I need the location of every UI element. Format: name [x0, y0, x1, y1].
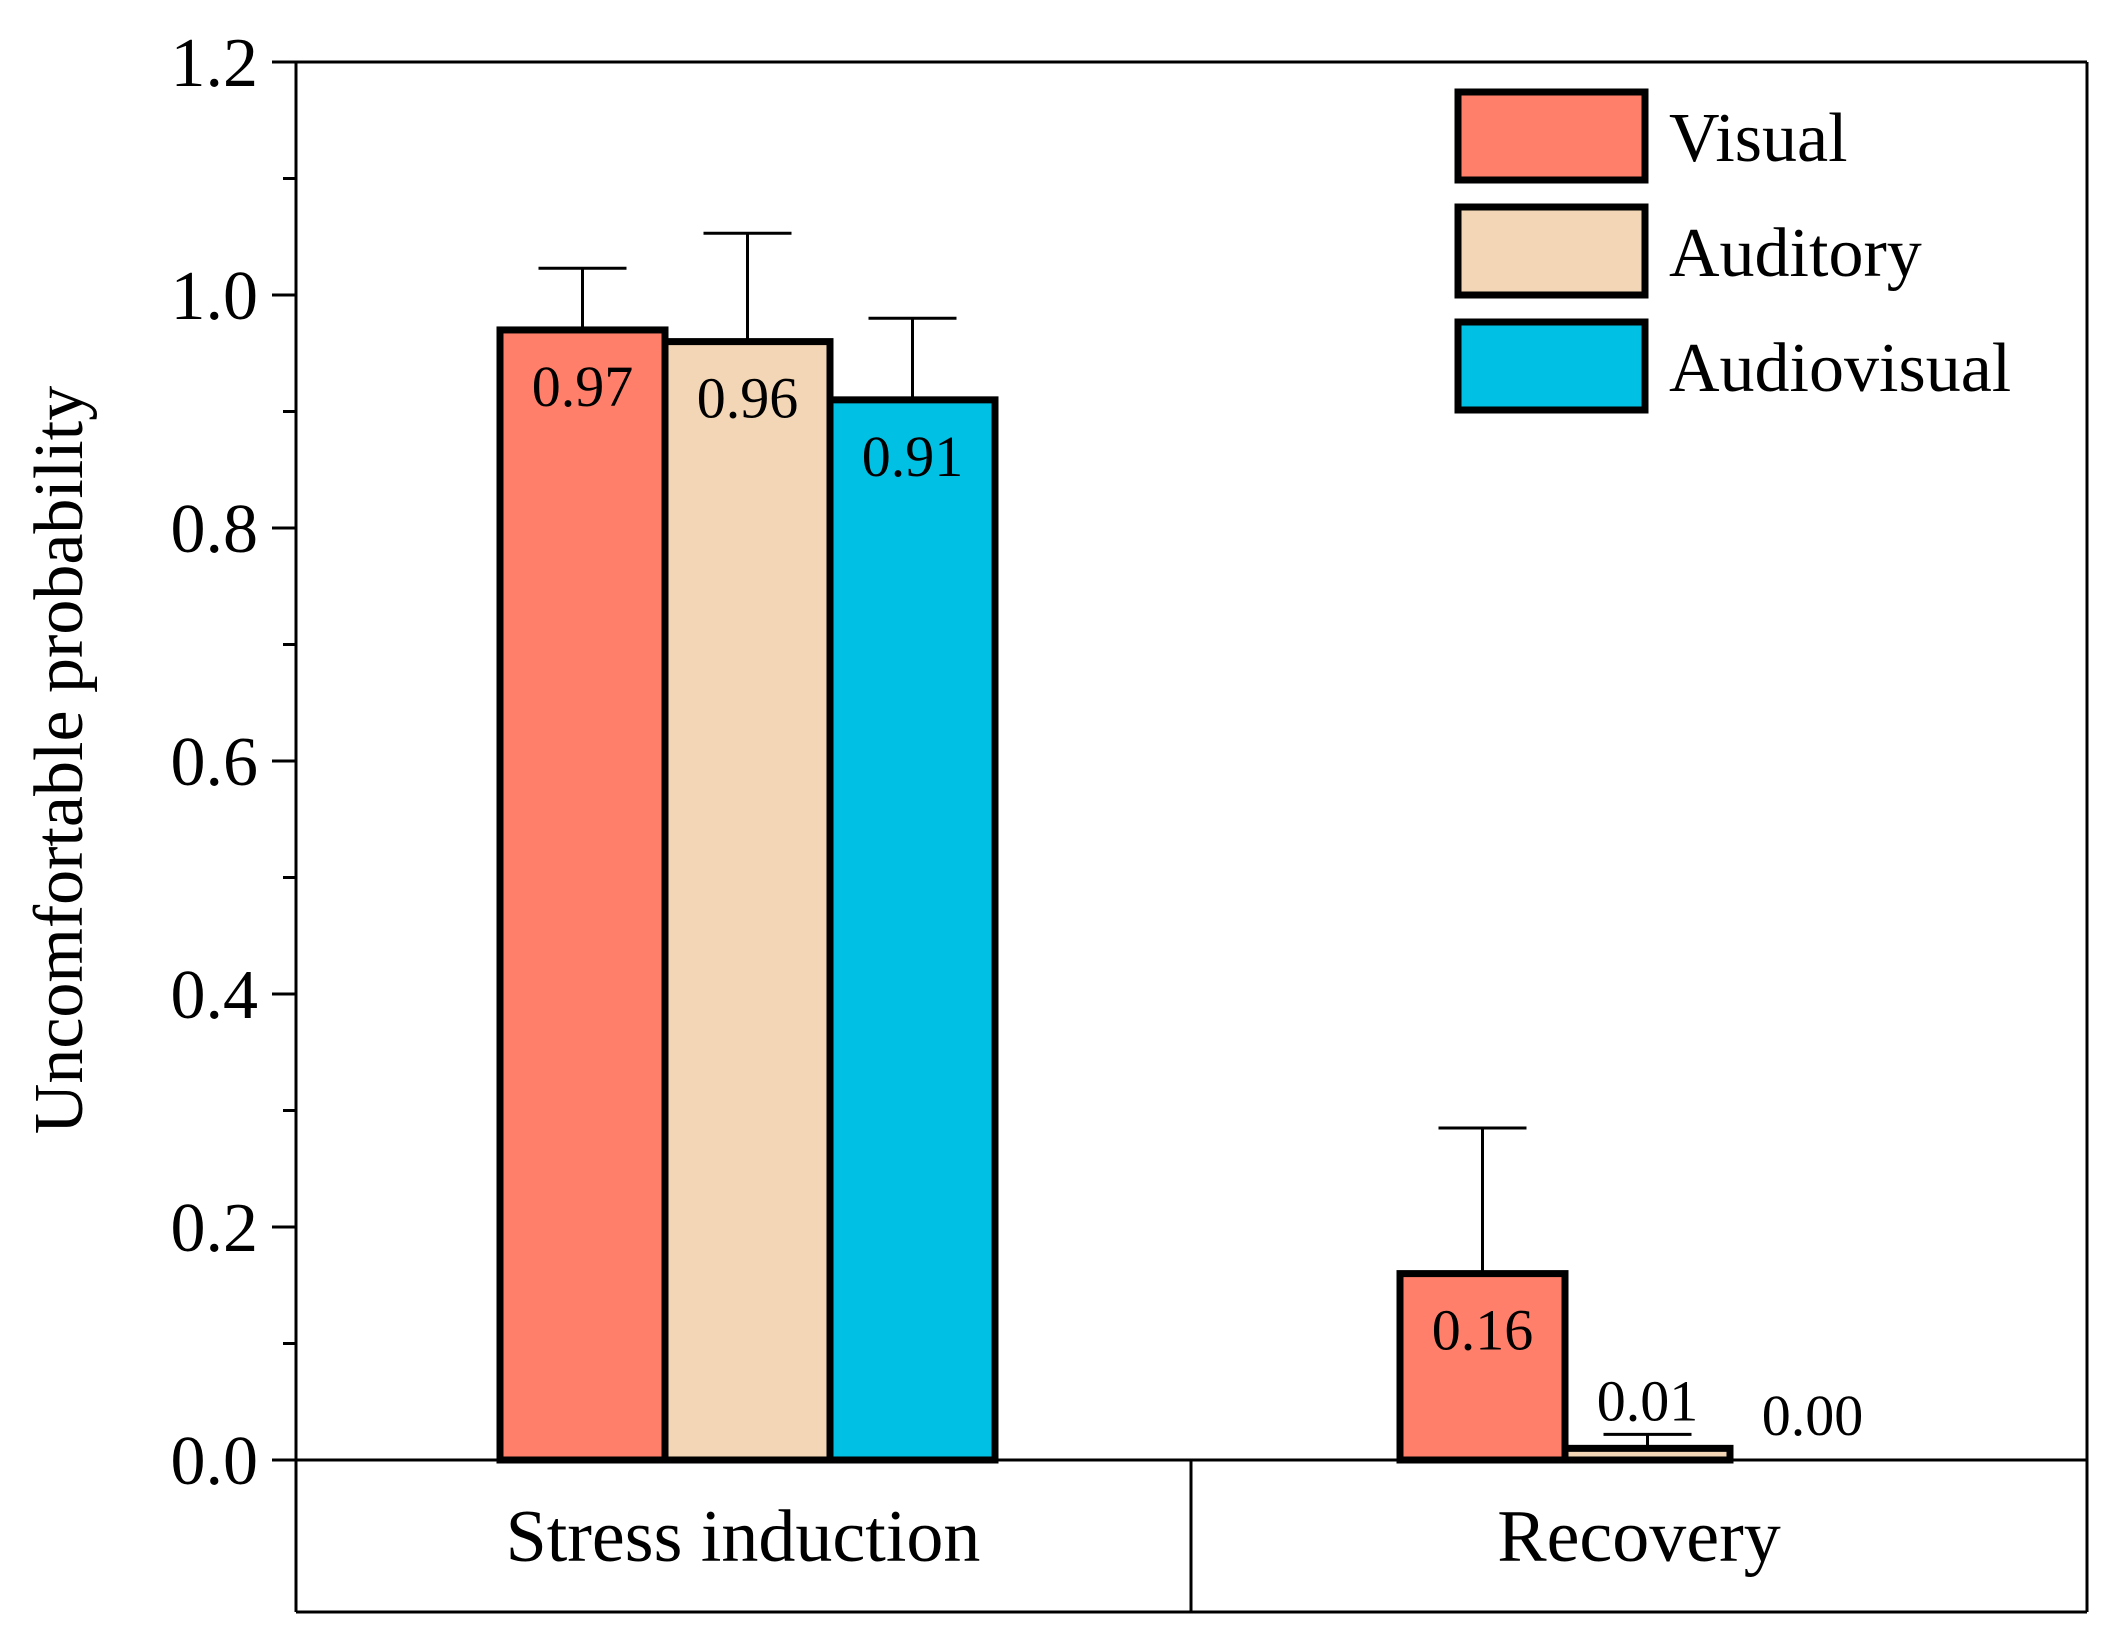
- y-tick-label: 1.2: [171, 25, 259, 102]
- y-tick-label: 0.2: [171, 1190, 259, 1267]
- y-tick-label: 1.0: [171, 258, 259, 335]
- legend-label-audiovisual: Audiovisual: [1669, 330, 2011, 407]
- bar-label-visual-recovery: 0.16: [1432, 1298, 1534, 1363]
- legend-swatch-audiovisual: [1454, 318, 1649, 414]
- axes: [294, 60, 2089, 1614]
- bar-label-visual-stress-induction: 0.97: [532, 354, 634, 419]
- category-label-recovery: Recovery: [1497, 1496, 1781, 1578]
- y-tick-label: 0.8: [171, 491, 259, 568]
- bar-auditory-recovery: [1561, 1444, 1734, 1464]
- category-labels: Stress induction Recovery: [506, 1496, 1781, 1578]
- y-tick-label: 0.4: [171, 957, 259, 1034]
- y-tick-label: 0.6: [171, 724, 259, 801]
- bars: [496, 326, 1734, 1464]
- bar-label-auditory-recovery: 0.01: [1597, 1368, 1699, 1433]
- bar-label-auditory-stress-induction: 0.96: [697, 366, 799, 431]
- y-axis-title: Uncomfortable probability: [21, 386, 98, 1134]
- legend-swatch-auditory: [1454, 203, 1649, 299]
- bar-audiovisual-stress-induction: [826, 396, 999, 1464]
- bar-value-labels: 0.97 0.16 0.96 0.01 0.91 0.00: [532, 354, 1864, 1448]
- error-bars: [538, 231, 1692, 1449]
- legend-swatch-visual: [1454, 88, 1649, 184]
- legend-label-visual: Visual: [1669, 100, 1848, 177]
- y-ticks: 0.0 0.2 0.4 0.6 0.8 1.0 1.2: [171, 25, 296, 1500]
- legend-label-auditory: Auditory: [1669, 215, 1922, 292]
- bar-visual-stress-induction: [496, 326, 669, 1464]
- bar-label-audiovisual-stress-induction: 0.91: [862, 424, 964, 489]
- y-tick-label: 0.0: [171, 1423, 259, 1500]
- category-label-stress-induction: Stress induction: [506, 1496, 981, 1578]
- legend: Visual Auditory Audiovisual: [1454, 88, 2011, 414]
- bar-label-audiovisual-recovery: 0.00: [1762, 1383, 1864, 1448]
- bar-auditory-stress-induction: [661, 338, 834, 1464]
